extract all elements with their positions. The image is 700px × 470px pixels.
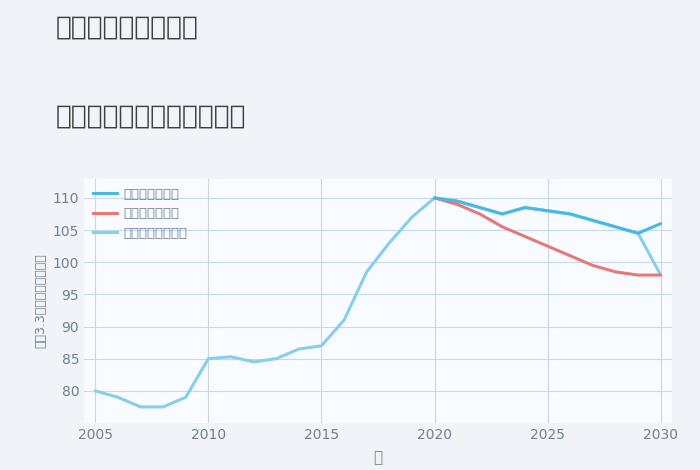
Text: 中古マンションの価格推移: 中古マンションの価格推移	[56, 103, 246, 129]
Legend: グッドシナリオ, バッドシナリオ, ノーマルシナリオ: グッドシナリオ, バッドシナリオ, ノーマルシナリオ	[90, 185, 190, 243]
Text: 兵庫県姫路市町田の: 兵庫県姫路市町田の	[56, 14, 199, 40]
Y-axis label: 坪（3.3㎡）単価（万円）: 坪（3.3㎡）単価（万円）	[34, 253, 47, 348]
X-axis label: 年: 年	[373, 450, 383, 465]
